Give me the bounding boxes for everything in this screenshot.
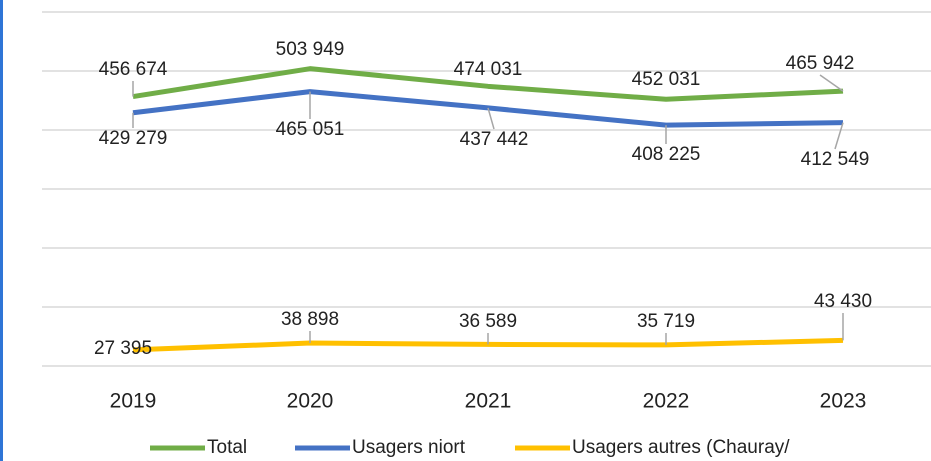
data-label: 38 898 <box>281 309 339 330</box>
x-tick-label: 2021 <box>465 390 512 413</box>
data-label: 36 589 <box>459 311 517 332</box>
leader-line <box>819 74 844 92</box>
data-label: 452 031 <box>632 69 701 90</box>
x-tick-label: 2019 <box>110 390 157 413</box>
data-label: 429 279 <box>99 128 168 149</box>
data-label: 408 225 <box>632 144 701 165</box>
data-label: 503 949 <box>276 39 345 60</box>
data-label: 456 674 <box>99 59 168 80</box>
data-label: 35 719 <box>637 311 695 332</box>
leader-line <box>487 107 495 130</box>
legend-label: Usagers niort <box>352 437 466 458</box>
data-label: 474 031 <box>454 59 523 80</box>
data-label: 465 051 <box>276 119 345 140</box>
data-label: 43 430 <box>814 291 872 312</box>
data-label: 437 442 <box>460 129 529 150</box>
legend-label: Usagers autres (Chauray/ <box>572 437 790 458</box>
data-label: 412 549 <box>801 149 870 170</box>
data-label: 27 395 <box>94 338 152 359</box>
frame-edge <box>0 0 3 461</box>
legend-label: Total <box>207 437 247 458</box>
x-tick-label: 2023 <box>820 390 867 413</box>
x-tick-label: 2020 <box>287 390 334 413</box>
leader-line <box>834 122 844 150</box>
series-line <box>132 66 844 102</box>
x-tick-label: 2022 <box>643 390 690 413</box>
data-label: 465 942 <box>786 53 855 74</box>
